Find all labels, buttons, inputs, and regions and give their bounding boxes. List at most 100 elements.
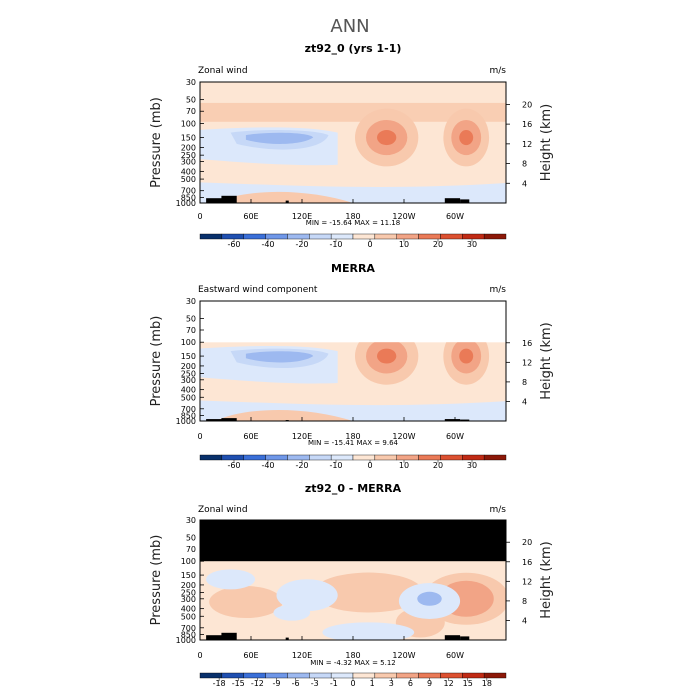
colorbar-swatch [418,233,441,240]
height-tick-label: 4 [522,397,527,406]
colorbar-label: 1 [370,679,375,688]
lon-tick-label: 60W [446,212,464,221]
pressure-tick-label: 30 [186,297,196,306]
colorbar-swatch [440,672,463,679]
colorbar-swatch [199,672,223,679]
colorbar-label: -3 [311,679,319,688]
field-2 [200,520,506,640]
height-tick-label: 12 [522,140,532,149]
colorbar-swatch [287,454,310,461]
jet-core-1 [459,348,474,364]
colorbar-swatch [483,454,507,461]
colorbar-swatch [199,233,223,240]
panel-units: m/s [490,505,507,515]
lon-tick-label: 180 [345,432,360,441]
colorbar: -18 -15 -12 -9 -6 -3 -1 0 1 3 6 9 12 15 18 [199,672,507,688]
lowlevel-westerly [215,191,353,203]
panel-variable-label: Zonal wind [198,505,248,515]
colorbar-label: -18 [213,679,226,688]
diff-neg-0 [206,569,256,590]
pressure-tick-label: 400 [181,605,196,614]
height-tick-label: 16 [522,339,532,348]
topography-1 [221,632,237,640]
y-axis-label: Pressure (mb) [149,316,164,407]
colorbar-label: -40 [261,461,274,470]
topography-4 [460,199,470,203]
height-tick-label: 4 [522,616,527,625]
colorbar-swatch [374,672,397,679]
colorbar-label: 9 [427,679,432,688]
lon-tick-label: 60E [243,212,258,221]
lon-tick-label: 120W [392,212,415,221]
colorbar-label: 0 [350,679,355,688]
colorbar-label: 20 [433,240,443,249]
topography-3 [444,419,461,421]
pressure-tick-label: 500 [181,175,196,184]
colorbar-label: 30 [467,240,477,249]
colorbar-swatch [265,233,288,240]
colorbar-label: 10 [399,240,409,249]
colorbar-swatch [265,672,288,679]
topography-2 [285,200,289,203]
y-axis-label-right: Height (km) [539,541,554,618]
colorbar-label: 18 [482,679,492,688]
colorbar-swatch [309,233,332,240]
colorbar-label: -15 [232,679,245,688]
height-tick-label: 8 [522,160,527,169]
colorbar-swatch [462,233,485,240]
lon-tick-label: 120E [292,212,312,221]
topography-3 [444,198,461,203]
topography-2 [285,637,289,640]
colorbar-swatch [483,233,507,240]
colorbar-label: -9 [273,679,281,688]
jet-core-0 [377,130,397,146]
jet-core-0 [377,348,397,364]
pressure-tick-label: 850 [181,193,196,202]
colorbar-label: -1 [330,679,338,688]
colorbar-label: -40 [261,240,274,249]
pressure-tick-label: 700 [181,187,196,196]
lon-tick-label: 60W [446,432,464,441]
jet-core-1 [459,130,474,146]
colorbar-swatch [243,233,266,240]
colorbar-swatch [352,672,376,679]
height-tick-label: 12 [522,577,532,586]
panels-group: zt92_0 (yrs 1-1)Zonal wind m/s30507010015… [149,42,554,688]
pressure-tick-label: 200 [181,143,196,152]
colorbar-label: 3 [389,679,394,688]
colorbar-swatch [265,454,288,461]
diff-neg-3 [322,622,415,640]
lon-tick-label: 180 [345,651,360,660]
field-1 [200,301,506,421]
topography-4 [460,636,470,640]
pressure-tick-label: 70 [186,545,196,554]
colorbar-label: -20 [295,240,308,249]
diff-nodata [200,520,506,562]
min-max-stat: MIN = -15.64 MAX = 11.18 [306,219,400,227]
pressure-tick-label: 50 [186,533,196,542]
pressure-tick-label: 250 [181,370,196,379]
lon-tick-label: 60W [446,651,464,660]
pressure-tick-label: 70 [186,326,196,335]
colorbar-swatch [199,454,223,461]
y-axis-label-right: Height (km) [539,322,554,399]
pressure-tick-label: 50 [186,314,196,323]
pressure-tick-label: 700 [181,624,196,633]
colorbar-swatch [243,672,266,679]
colorbar-swatch [309,454,332,461]
field-0 [200,82,506,203]
pressure-tick-label: 100 [181,557,196,566]
page-title: ANN [330,16,369,37]
colorbar-swatch [221,454,244,461]
lon-tick-label: 120W [392,651,415,660]
pressure-tick-label: 100 [181,120,196,129]
topography-0 [206,419,225,421]
pressure-tick-label: 150 [181,134,196,143]
lowlevel-westerly [215,409,353,421]
colorbar-swatch [352,454,376,461]
height-tick-label: 8 [522,597,527,606]
lon-tick-label: 120E [292,432,312,441]
height-tick-label: 16 [522,558,532,567]
diff-neg-1 [276,579,338,612]
field-nodata-top [200,301,506,343]
